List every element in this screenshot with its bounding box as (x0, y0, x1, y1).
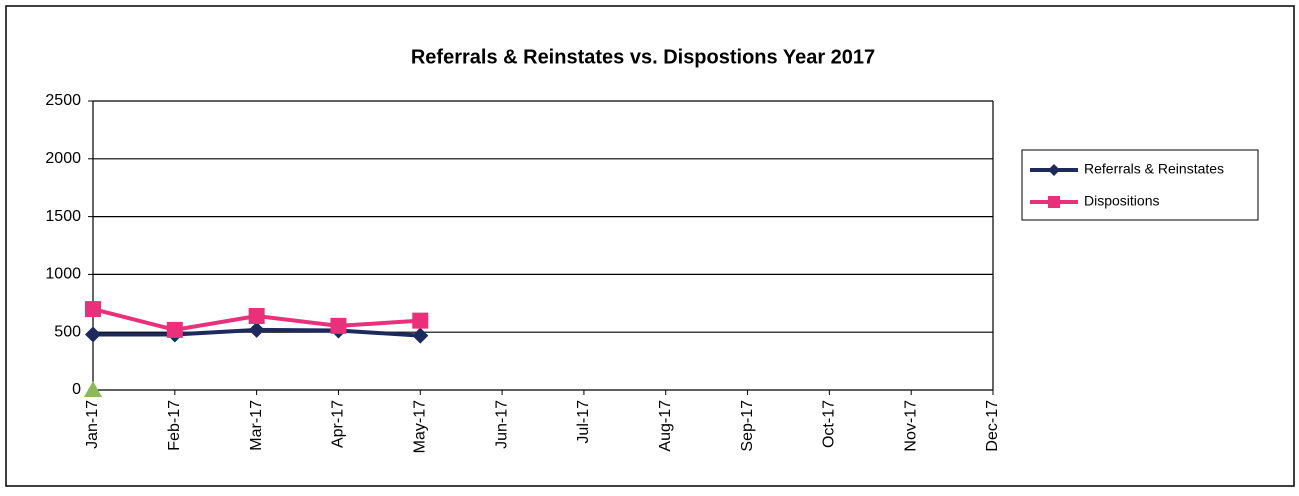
y-tick-label: 2500 (45, 92, 81, 109)
data-point (85, 301, 101, 318)
y-tick-label: 1500 (45, 208, 81, 225)
data-point (85, 326, 101, 343)
data-point (412, 312, 429, 329)
x-tick-label: Jul-17 (575, 400, 592, 444)
y-tick-label: 500 (54, 323, 81, 340)
x-tick-label: May-17 (411, 400, 428, 453)
x-tick-label: Dec-17 (984, 400, 1001, 452)
x-tick-label: Jun-17 (493, 400, 510, 449)
data-point (248, 321, 265, 338)
x-tick-label: Jan-17 (84, 400, 101, 449)
x-tick-label: Apr-17 (330, 400, 347, 448)
y-tick-label: 1000 (45, 266, 81, 283)
data-point (166, 321, 183, 338)
x-tick-label: Aug-17 (657, 400, 674, 452)
chart-frame (5, 5, 1295, 487)
x-tick-label: Feb-17 (166, 400, 183, 451)
data-point (412, 327, 429, 344)
x-tick-label: Sep-17 (739, 400, 756, 452)
legend-label: Referrals & Reinstates (1084, 161, 1224, 177)
y-tick-label: 0 (72, 381, 81, 398)
y-tick-label: 2000 (45, 150, 81, 167)
x-tick-label: Mar-17 (248, 400, 265, 451)
data-point (84, 381, 102, 397)
data-point (248, 308, 265, 325)
x-tick-label: Oct-17 (821, 400, 838, 448)
legend-marker (1048, 164, 1060, 176)
chart-title: Referrals & Reinstates vs. Dispostions Y… (411, 46, 875, 68)
legend-box (1021, 149, 1259, 221)
legend-marker (1048, 196, 1060, 208)
x-tick-label: Nov-17 (902, 400, 919, 452)
legend-label: Dispositions (1084, 193, 1159, 209)
data-point (330, 317, 347, 334)
